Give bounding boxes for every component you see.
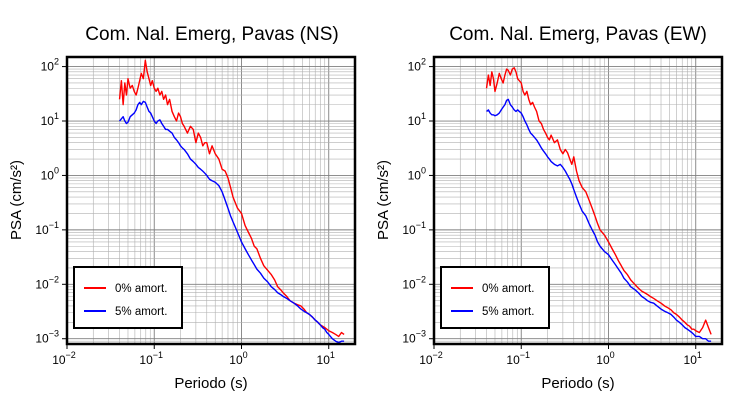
chart-title: Com. Nal. Emerg, Pavas (EW) xyxy=(449,24,707,45)
plot-frame xyxy=(65,55,357,346)
y-tick-label: 102 xyxy=(41,57,59,74)
legend-label: 0% amort. xyxy=(115,283,167,295)
legend-label: 5% amort. xyxy=(482,306,534,318)
y-axis-label: PSA (cm/s²) xyxy=(375,160,392,240)
legend-label: 0% amort. xyxy=(482,283,534,295)
y-tick-label: 10−3 xyxy=(402,329,426,346)
y-tick-label: 102 xyxy=(408,57,426,74)
y-tick-label: 10−2 xyxy=(35,274,59,291)
y-tick-labels: 10−3 10−2 10−1 100 101 102 xyxy=(35,57,67,346)
x-tick-label: 100 xyxy=(229,350,247,367)
legend-box xyxy=(73,266,183,329)
y-axis-label: PSA (cm/s²) xyxy=(8,160,25,240)
series-line-5pct-damping xyxy=(118,100,345,344)
chart-panel-ew: Com. Nal. Emerg, Pavas (EW) 10−2 10−1 100 1… xyxy=(375,24,724,392)
y-tick-label: 10−1 xyxy=(35,220,59,237)
y-tick-labels: 10−3 10−2 10−1 100 101 102 xyxy=(402,57,434,346)
y-tick-label: 10−1 xyxy=(402,220,426,237)
plot-frame xyxy=(432,55,724,346)
y-tick-label: 100 xyxy=(41,165,59,182)
y-tick-label: 100 xyxy=(408,165,426,182)
series-lines xyxy=(485,67,712,342)
series-line-0pct-damping xyxy=(118,59,345,338)
x-tick-label: 10−1 xyxy=(506,350,530,367)
x-tick-label: 10−2 xyxy=(52,350,76,367)
x-tick-label: 101 xyxy=(317,350,335,367)
chart-title: Com. Nal. Emerg, Pavas (NS) xyxy=(85,24,338,45)
legend-label: 5% amort. xyxy=(115,306,167,318)
x-tick-labels: 10−2 10−1 100 101 xyxy=(52,344,335,367)
y-tick-label: 10−2 xyxy=(402,274,426,291)
series-lines xyxy=(118,59,345,344)
x-tick-labels: 10−2 10−1 100 101 xyxy=(419,344,702,367)
series-line-5pct-damping xyxy=(486,98,712,342)
x-tick-label: 100 xyxy=(596,350,614,367)
x-tick-label: 101 xyxy=(684,350,702,367)
legend-box xyxy=(440,266,550,329)
chart-panel-ns: Com. Nal. Emerg, Pavas (NS) 10−2 10−1 100 1… xyxy=(8,24,357,392)
x-tick-label: 10−2 xyxy=(419,350,443,367)
y-tick-label: 10−3 xyxy=(35,329,59,346)
x-axis-label: Periodo (s) xyxy=(174,375,247,392)
y-tick-label: 101 xyxy=(408,111,426,128)
legend: 0% amort. 5% amort. xyxy=(73,266,183,329)
series-line-0pct-damping xyxy=(485,67,712,335)
x-tick-label: 10−1 xyxy=(139,350,163,367)
legend: 0% amort. 5% amort. xyxy=(440,266,550,329)
x-axis-label: Periodo (s) xyxy=(541,375,614,392)
y-tick-label: 101 xyxy=(41,111,59,128)
